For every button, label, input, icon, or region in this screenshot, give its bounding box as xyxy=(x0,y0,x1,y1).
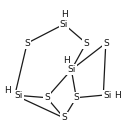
Text: S: S xyxy=(44,93,50,102)
Text: Si: Si xyxy=(60,20,68,29)
Text: Si: Si xyxy=(15,91,23,100)
Text: S: S xyxy=(73,93,79,102)
Text: S: S xyxy=(24,39,30,48)
Text: Si: Si xyxy=(103,91,112,100)
Text: S: S xyxy=(83,39,89,48)
Text: H: H xyxy=(63,56,70,65)
Text: H: H xyxy=(114,91,121,100)
Text: S: S xyxy=(61,114,67,122)
Text: H: H xyxy=(4,86,10,95)
Text: H: H xyxy=(61,10,67,18)
Text: Si: Si xyxy=(67,65,76,74)
Text: S: S xyxy=(103,39,109,48)
